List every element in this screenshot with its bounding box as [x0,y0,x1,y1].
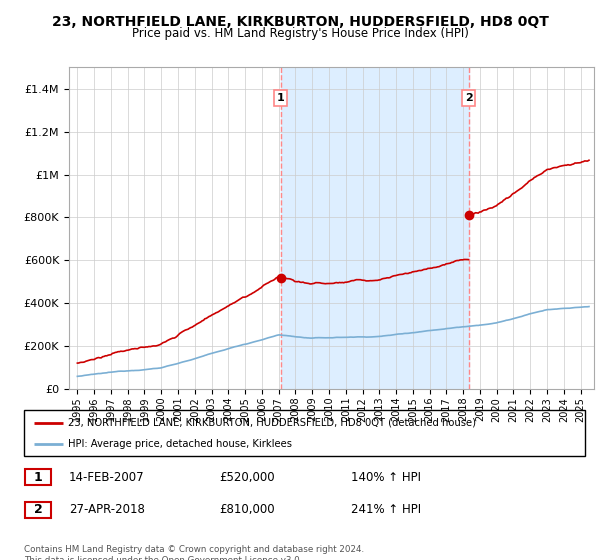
Text: 1: 1 [34,470,43,484]
Text: HPI: Average price, detached house, Kirklees: HPI: Average price, detached house, Kirk… [68,439,292,449]
Text: 2: 2 [34,503,43,516]
Bar [25,502,52,517]
Text: 27-APR-2018: 27-APR-2018 [69,503,145,516]
Bar [281,67,469,389]
Bar [25,469,52,485]
Text: 23, NORTHFIELD LANE, KIRKBURTON, HUDDERSFIELD, HD8 0QT: 23, NORTHFIELD LANE, KIRKBURTON, HUDDERS… [52,15,548,29]
Text: 14-FEB-2007: 14-FEB-2007 [69,470,145,484]
Text: 241% ↑ HPI: 241% ↑ HPI [351,503,421,516]
Text: 140% ↑ HPI: 140% ↑ HPI [351,470,421,484]
Text: £810,000: £810,000 [219,503,275,516]
Text: Contains HM Land Registry data © Crown copyright and database right 2024.
This d: Contains HM Land Registry data © Crown c… [24,545,364,560]
Text: £520,000: £520,000 [219,470,275,484]
Text: 2: 2 [464,93,472,103]
Text: Price paid vs. HM Land Registry's House Price Index (HPI): Price paid vs. HM Land Registry's House … [131,27,469,40]
Text: 1: 1 [277,93,284,103]
Text: 23, NORTHFIELD LANE, KIRKBURTON, HUDDERSFIELD, HD8 0QT (detached house): 23, NORTHFIELD LANE, KIRKBURTON, HUDDERS… [68,418,476,428]
